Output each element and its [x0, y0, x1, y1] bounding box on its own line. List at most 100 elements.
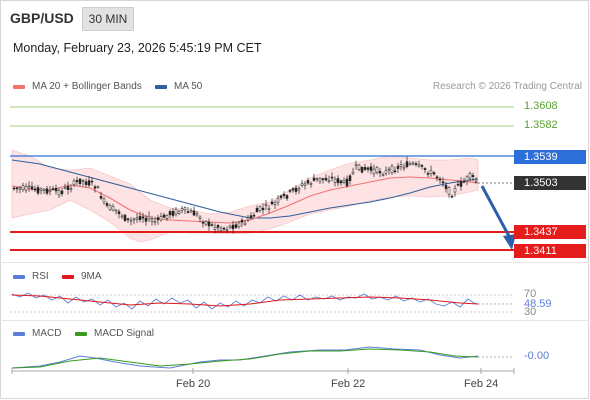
candle-body [231, 224, 235, 230]
candle-body [78, 178, 82, 185]
candle-body [207, 221, 211, 227]
candle-body [198, 216, 202, 220]
candle-body [90, 180, 94, 183]
candle-body [234, 224, 238, 228]
candle-body [225, 229, 229, 231]
candle-body [186, 211, 190, 213]
candle-body [81, 180, 85, 182]
candle-body [87, 180, 91, 186]
candle-body [321, 178, 325, 180]
candle-body [315, 178, 319, 180]
candle-body [45, 188, 49, 194]
candle-body [63, 187, 67, 190]
candle-body [72, 180, 76, 185]
candle-body [453, 188, 457, 193]
candle-body [288, 190, 292, 192]
candle-body [105, 203, 109, 206]
candle-body [435, 176, 439, 179]
candle-body [372, 168, 376, 174]
candle-body [459, 181, 463, 187]
candle-body [261, 207, 265, 211]
candle-body [144, 218, 148, 222]
candle-body [66, 185, 70, 190]
candle-body [33, 188, 37, 191]
candle-body [195, 213, 199, 216]
candle-body [141, 216, 145, 219]
candle-body [51, 188, 55, 190]
candle-body [204, 221, 208, 225]
candle-body [309, 183, 313, 185]
candle-body [471, 175, 475, 177]
current-price-tag: 1.3503 [514, 176, 586, 190]
currency-pair-title: GBP/USD [10, 10, 74, 26]
candle-body [171, 211, 175, 216]
macd-current-value: -0.00 [524, 350, 550, 362]
candle-body [129, 219, 133, 222]
candle-body [360, 167, 364, 173]
candle-body [165, 215, 169, 219]
candle-body [264, 203, 268, 206]
candle-body [36, 187, 40, 194]
candle-body [405, 161, 409, 168]
x-label-feb-22: Feb 22 [331, 378, 366, 390]
candle-body [42, 189, 46, 191]
candlesticks [12, 156, 478, 234]
candle-body [342, 180, 346, 183]
candle-body [333, 178, 337, 183]
candle-body [117, 211, 121, 214]
candle-body [213, 227, 217, 230]
candle-body [429, 169, 433, 174]
candle-body [384, 170, 388, 174]
legend-rsi-label: RSI [32, 271, 49, 282]
macd-signal-swatch [75, 331, 87, 336]
research-credit: Research © 2026 Trading Central [432, 81, 582, 92]
candle-body [135, 217, 139, 220]
candle-body [159, 216, 163, 221]
rsi-line [11, 292, 479, 310]
level-label-1-3608: 1.3608 [524, 100, 558, 112]
timeframe-button[interactable]: 30 MIN [82, 7, 134, 31]
candle-body [177, 210, 181, 214]
candle-body [444, 185, 448, 189]
candle-body [357, 164, 361, 170]
candle-body [249, 215, 253, 218]
candle-body [60, 190, 64, 195]
candle-body [411, 162, 415, 165]
candle-body [258, 206, 262, 211]
candle-body [420, 165, 424, 167]
candle-body [474, 180, 478, 183]
support-tag-1-3411: 1.3411 [514, 244, 586, 258]
candle-body [348, 175, 352, 181]
candle-body [291, 188, 295, 191]
candle-body [120, 215, 124, 218]
candle-body [219, 227, 223, 231]
candle-body [297, 188, 301, 191]
legend-ma50-label: MA 50 [174, 81, 203, 92]
candle-body [222, 227, 226, 230]
candle-body [378, 170, 382, 174]
candle-body [285, 195, 289, 199]
candle-body [432, 172, 436, 175]
candle-body [345, 178, 349, 186]
candle-body [279, 195, 283, 198]
candle-body [21, 185, 25, 191]
candle-body [27, 185, 31, 188]
candle-body [243, 222, 247, 225]
candle-body [276, 198, 280, 203]
candle-body [375, 167, 379, 173]
resistance-tag-1-3539: 1.3539 [514, 150, 586, 164]
candle-body [174, 209, 178, 215]
candle-body [255, 208, 259, 213]
candle-body [246, 217, 250, 221]
candle-body [465, 176, 469, 182]
candle-body [363, 167, 367, 170]
legend-macd-signal-label: MACD Signal [94, 328, 155, 339]
candle-body [93, 186, 97, 189]
candle-body [30, 186, 34, 190]
candle-body [153, 220, 157, 223]
candle-body [123, 214, 127, 221]
macd-panel-divider [0, 320, 589, 321]
candle-body [162, 214, 166, 218]
